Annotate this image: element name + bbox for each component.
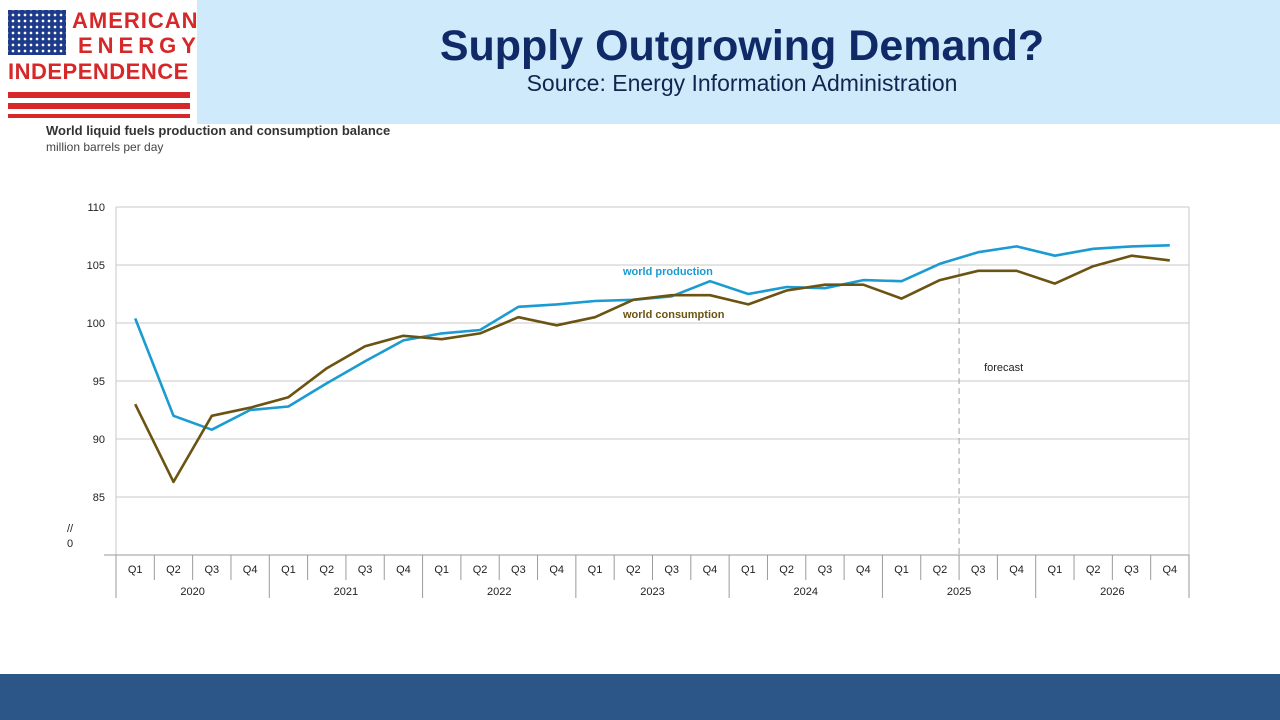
y-tick-label: 110 (87, 202, 105, 214)
x-tick-label-quarter: Q3 (971, 564, 986, 576)
x-tick-label-quarter: Q1 (434, 564, 449, 576)
y-tick-label: 90 (93, 434, 105, 446)
page-title: Supply Outgrowing Demand? (439, 22, 1045, 70)
brand-logo: AMERICAN ENERGY INDEPENDENCE (0, 0, 199, 124)
forecast-label: forecast (984, 362, 1023, 374)
x-tick-label-year: 2022 (487, 586, 511, 598)
x-tick-label-year: 2020 (180, 586, 204, 598)
logo-stripe (8, 103, 190, 109)
x-tick-label-quarter: Q4 (243, 564, 258, 576)
x-tick-label-quarter: Q1 (588, 564, 603, 576)
x-tick-label-quarter: Q4 (549, 564, 564, 576)
logo-stripe (8, 114, 190, 118)
x-tick-label-quarter: Q2 (473, 564, 488, 576)
y-tick-label: 85 (93, 492, 105, 504)
x-tick-label-quarter: Q2 (626, 564, 641, 576)
x-tick-label-year: 2023 (640, 586, 664, 598)
x-tick-label-quarter: Q1 (1048, 564, 1063, 576)
x-tick-label-quarter: Q4 (1009, 564, 1024, 576)
logo-word-independence: INDEPENDENCE (8, 59, 189, 84)
x-tick-label-quarter: Q1 (128, 564, 143, 576)
x-tick-label-quarter: Q4 (396, 564, 411, 576)
chart-unit-label: million barrels per day (46, 140, 164, 154)
x-tick-label-quarter: Q3 (358, 564, 373, 576)
x-tick-label-year: 2024 (794, 586, 818, 598)
production-series-label: world production (622, 266, 713, 278)
footer-band (0, 674, 1280, 720)
chart-title: World liquid fuels production and consum… (46, 123, 391, 138)
x-tick-label-quarter: Q3 (1124, 564, 1139, 576)
x-tick-label-quarter: Q3 (664, 564, 679, 576)
y-tick-label: 105 (87, 260, 105, 272)
header-band: Supply Outgrowing Demand? Source: Energy… (197, 0, 1280, 124)
x-tick-label-quarter: Q4 (703, 564, 718, 576)
consumption-series-label: world consumption (622, 309, 725, 321)
x-tick-label-quarter: Q4 (856, 564, 871, 576)
x-tick-label-year: 2025 (947, 586, 971, 598)
x-tick-label-year: 2026 (1100, 586, 1124, 598)
y-tick-label: 100 (87, 318, 105, 330)
x-tick-label-year: 2021 (334, 586, 358, 598)
line-chart: 110 105 100 95 90 85 // 0 Q1 Q2 Q3 Q4 Q1 Q2 Q3 Q4 Q1 Q2 Q3… (67, 202, 1190, 598)
x-tick-label-quarter: Q1 (741, 564, 756, 576)
x-tick-label-quarter: Q3 (818, 564, 833, 576)
x-tick-label-quarter: Q3 (204, 564, 219, 576)
x-tick-label-quarter: Q4 (1162, 564, 1177, 576)
y-axis-zero-label: 0 (67, 538, 73, 550)
y-tick-label: 95 (93, 376, 105, 388)
x-tick-label-quarter: Q2 (779, 564, 794, 576)
x-tick-label-quarter: Q2 (933, 564, 948, 576)
x-tick-label-quarter: Q2 (166, 564, 181, 576)
logo-stripe (8, 92, 190, 98)
x-tick-label-quarter: Q1 (281, 564, 296, 576)
logo-word-energy: ENERGY (78, 33, 201, 58)
consumption-series-line (134, 254, 1170, 484)
axis-break-label: // (67, 523, 74, 535)
x-tick-label-quarter: Q2 (1086, 564, 1101, 576)
us-flag-icon (8, 10, 66, 55)
x-tick-label-quarter: Q2 (319, 564, 334, 576)
source-subtitle: Source: Energy Information Administratio… (526, 70, 958, 96)
logo-word-american: AMERICAN (72, 8, 199, 33)
x-tick-label-quarter: Q1 (894, 564, 909, 576)
x-tick-label-quarter: Q3 (511, 564, 526, 576)
